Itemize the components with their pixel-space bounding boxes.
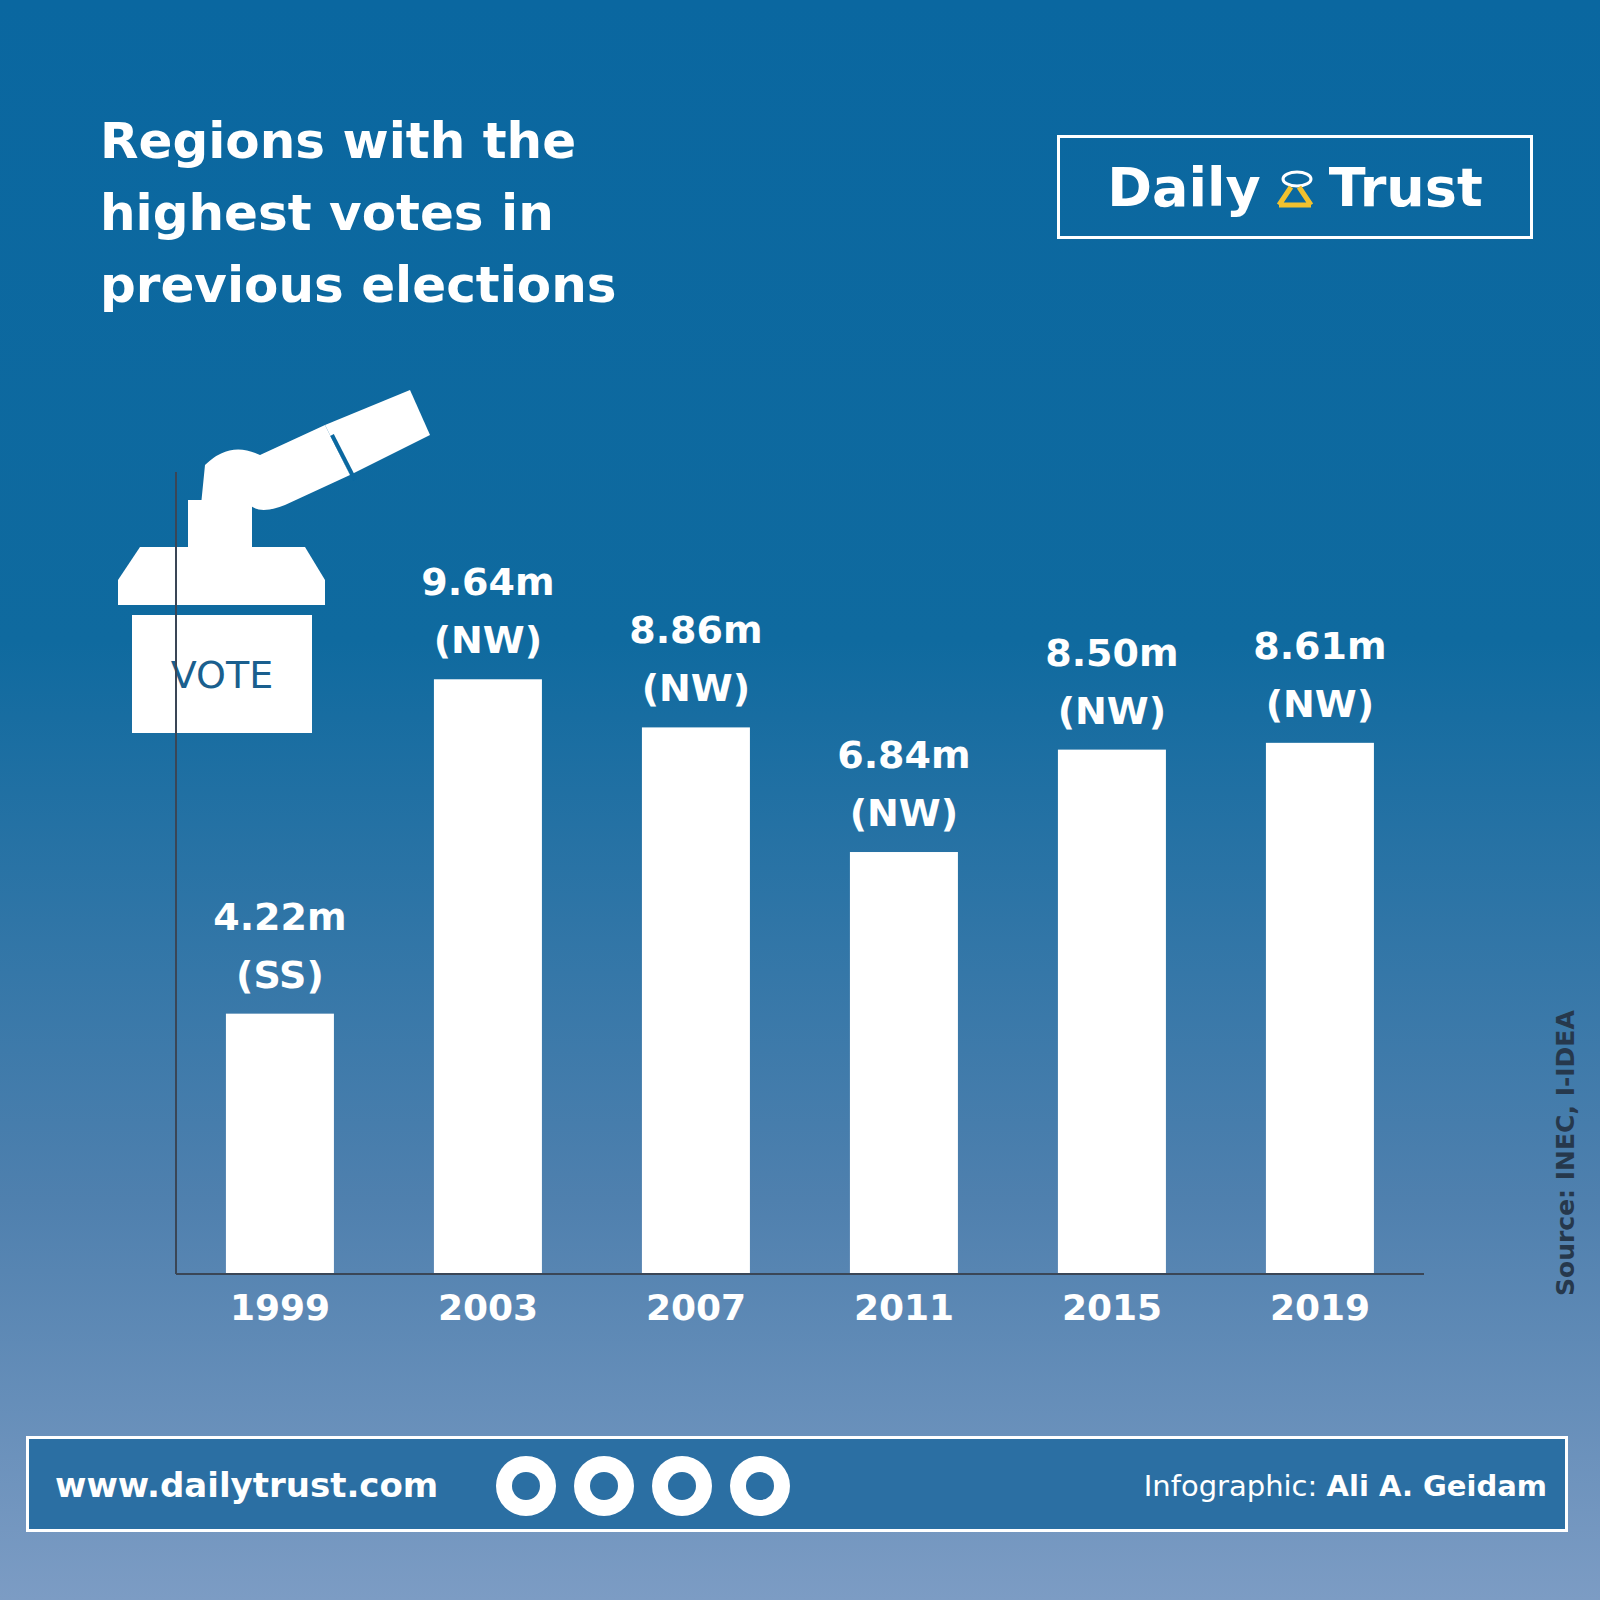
html-text:www.dailytrust.com: www.dailytrust.com	[55, 1465, 439, 1505]
svg-text:(NW): (NW)	[1266, 682, 1374, 726]
svg-text:8.86m: 8.86m	[629, 608, 762, 652]
svg-text:(NW): (NW)	[642, 666, 750, 710]
html-text:Trust: Trust	[1328, 155, 1483, 219]
svg-text:8.61m: 8.61m	[1253, 624, 1386, 668]
svg-text:(NW): (NW)	[850, 791, 958, 835]
svg-text:(NW): (NW)	[434, 618, 542, 662]
html-text:Source: INEC, I-IDEA: Source: INEC, I-IDEA	[1551, 1010, 1580, 1296]
svg-text:2003: 2003	[438, 1287, 538, 1328]
svg-text:2007: 2007	[646, 1287, 746, 1328]
svg-text:2019: 2019	[1270, 1287, 1370, 1328]
svg-text:(SS): (SS)	[236, 953, 324, 997]
svg-text:9.64m: 9.64m	[421, 560, 554, 604]
svg-text:8.50m: 8.50m	[1045, 631, 1178, 675]
svg-text:2015: 2015	[1062, 1287, 1162, 1328]
svg-text:2011: 2011	[854, 1287, 954, 1328]
html-text:Infographic: Ali A. Geidam: Infographic: Ali A. Geidam	[1143, 1469, 1547, 1503]
svg-text:(NW): (NW)	[1058, 689, 1166, 733]
html-text:Daily: Daily	[1107, 155, 1261, 219]
svg-text:1999: 1999	[230, 1287, 330, 1328]
svg-text:6.84m: 6.84m	[837, 733, 970, 777]
html-text:Regions with the highest votes: Regions with the highest votes in previo…	[100, 112, 617, 314]
svg-text:4.22m: 4.22m	[213, 895, 346, 939]
svg-text:VOTE: VOTE	[171, 653, 273, 697]
